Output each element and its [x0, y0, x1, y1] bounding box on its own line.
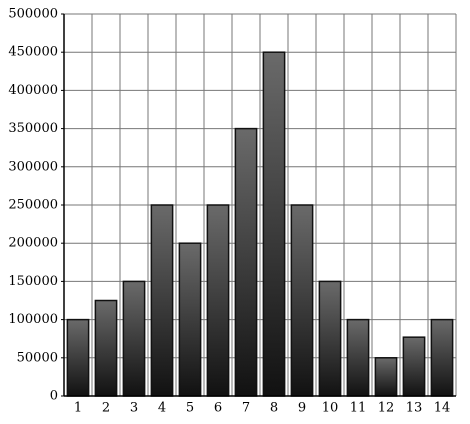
y-tick-label: 300000 [8, 159, 58, 174]
y-tick-label: 200000 [8, 236, 58, 251]
bar [150, 204, 174, 397]
y-tick-label: 250000 [8, 198, 58, 213]
x-tick-label: 11 [350, 401, 367, 416]
y-tick-label: 350000 [8, 121, 58, 136]
y-tick-label: 50000 [17, 350, 58, 365]
bar [66, 318, 90, 397]
bar [402, 336, 426, 397]
x-tick-label: 10 [322, 401, 339, 416]
x-tick-label: 7 [242, 401, 250, 416]
bar [346, 318, 370, 397]
y-tick-label: 400000 [8, 83, 58, 98]
x-tick-label: 13 [406, 401, 423, 416]
y-tick-label: 450000 [8, 45, 58, 60]
bar [374, 357, 398, 397]
x-tick-label: 14 [434, 401, 451, 416]
bar [234, 127, 258, 397]
x-tick-label: 8 [270, 401, 278, 416]
x-tick-label: 2 [102, 401, 110, 416]
bar [94, 299, 118, 397]
x-tick-label: 3 [130, 401, 138, 416]
y-tick-label: 0 [50, 389, 58, 404]
bar [430, 318, 454, 397]
bar [206, 204, 230, 397]
y-tick-label: 100000 [8, 312, 58, 327]
bar [178, 242, 202, 397]
x-tick-label: 12 [378, 401, 395, 416]
x-tick-label: 9 [298, 401, 306, 416]
x-tick-label: 4 [158, 401, 166, 416]
bar [290, 204, 314, 397]
bar [122, 280, 146, 397]
x-tick-label: 1 [74, 401, 82, 416]
y-tick-label: 500000 [8, 7, 58, 22]
bar [318, 280, 342, 397]
bar [262, 51, 286, 397]
y-tick-label: 150000 [8, 274, 58, 289]
x-tick-label: 6 [214, 401, 222, 416]
x-tick-label: 5 [186, 401, 194, 416]
